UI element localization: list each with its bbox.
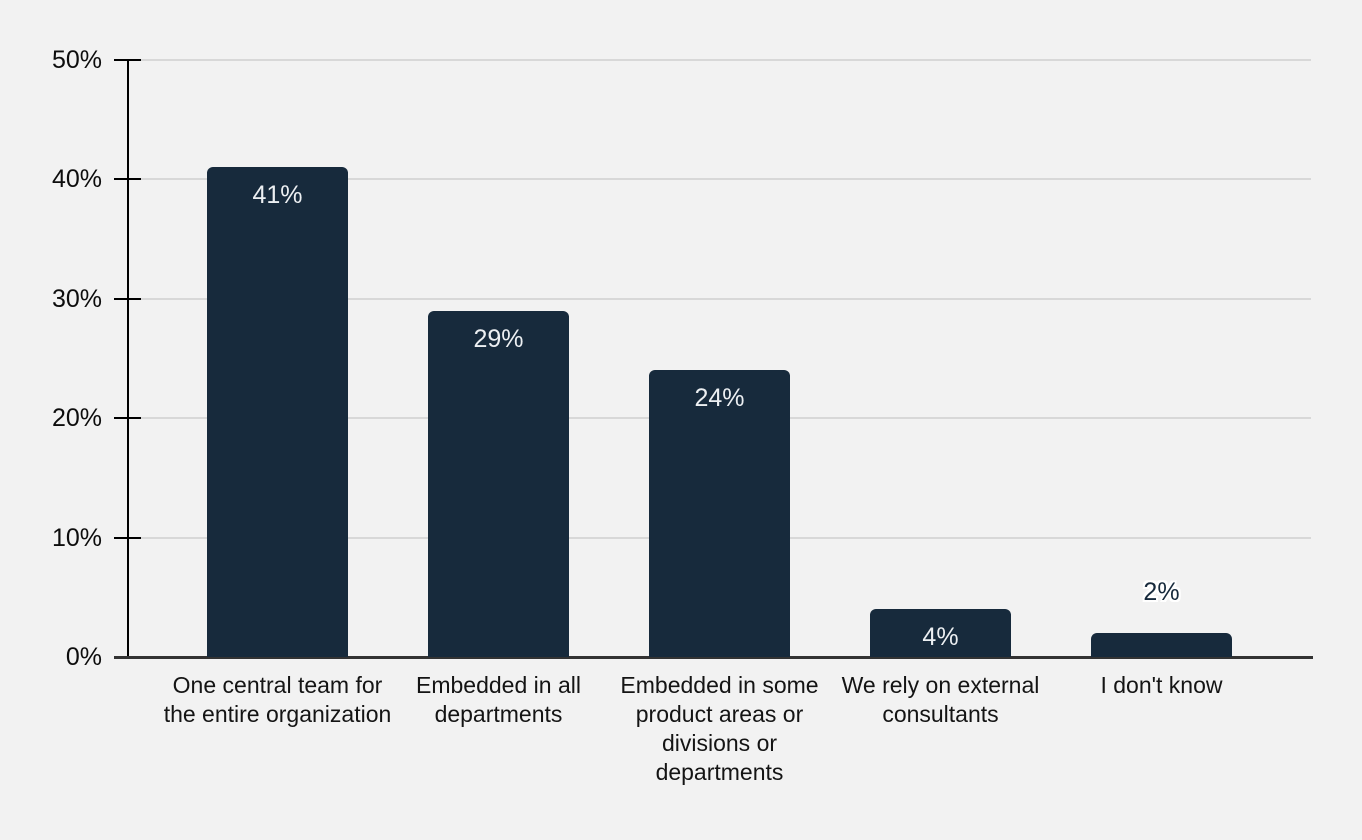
bar-value-label: 24%	[694, 384, 745, 413]
bar	[207, 167, 348, 657]
category-label: We rely on external consultants	[841, 672, 1040, 727]
y-tick-label: 10%	[51, 523, 102, 552]
gridline	[128, 178, 1311, 181]
plot-area: 0% 10% 20% 30% 40% 50% 41% One central team for…	[52, 46, 1313, 785]
y-tick-label: 50%	[51, 46, 102, 74]
y-tick-mark	[114, 417, 141, 420]
category-label: Embedded in some product areas or divisi…	[620, 672, 819, 785]
y-tick-label: 20%	[51, 404, 102, 433]
category-label: One central team for the entire organiza…	[163, 672, 392, 727]
y-tick-label: 30%	[51, 284, 102, 313]
bar	[870, 609, 1011, 657]
bar-value-label: 2%	[1143, 578, 1180, 607]
bar-value-label: 4%	[922, 623, 959, 652]
gridline	[128, 297, 1311, 300]
x-axis-line	[114, 656, 1313, 659]
bar-value-label: 29%	[473, 324, 524, 353]
y-tick-label: 0%	[65, 643, 102, 671]
gridline	[128, 59, 1311, 61]
y-tick-mark	[114, 178, 141, 181]
y-tick-mark	[114, 536, 141, 539]
y-tick-label: 40%	[51, 165, 102, 194]
bar	[649, 370, 790, 657]
y-axis-line	[127, 60, 129, 657]
bar	[428, 310, 569, 657]
bar-value-label: 41%	[252, 181, 303, 210]
category-label: I don't know	[1100, 672, 1223, 698]
category-label: Embedded in all departments	[416, 672, 581, 727]
y-tick-mark	[114, 297, 141, 300]
bar	[1091, 633, 1232, 657]
y-tick-mark	[114, 59, 141, 61]
